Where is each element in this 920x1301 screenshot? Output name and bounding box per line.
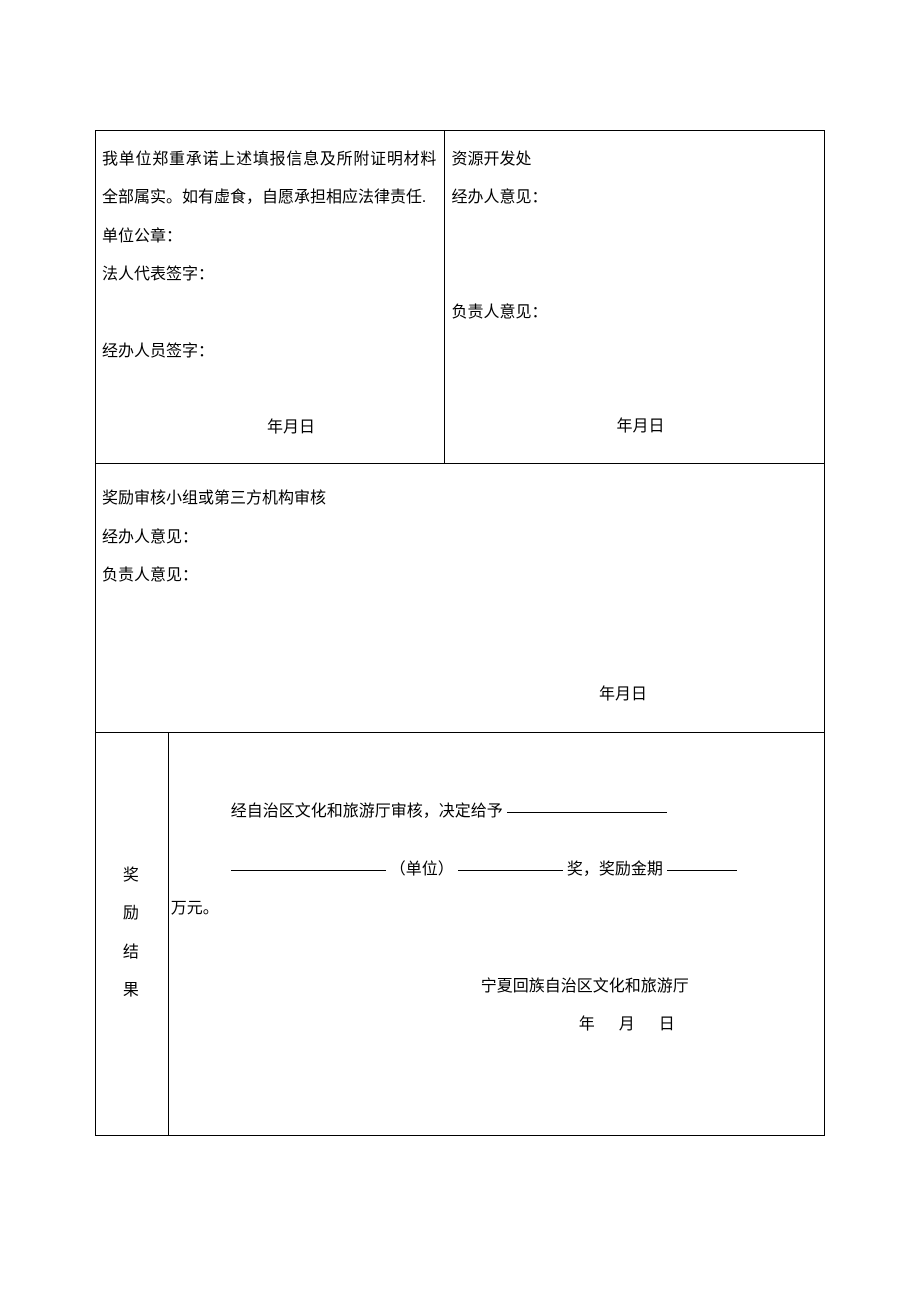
- row-declaration-and-dept: 我单位郑重承诺上述填报信息及所附证明材料全部属实。如有虚食，自愿承担相应法律责任…: [96, 131, 824, 464]
- dept-name: 资源开发处: [451, 141, 816, 179]
- award-label-line2: 结果: [116, 934, 148, 1011]
- legal-rep-sign-label: 法人代表签字：: [102, 256, 436, 294]
- unit-seal-label: 单位公章：: [102, 218, 436, 256]
- award-label-line1: 奖励: [116, 857, 148, 934]
- blank-award-name[interactable]: [458, 870, 563, 871]
- issuing-org: 宁夏回族自治区文化和旅游厅: [169, 968, 824, 1006]
- award-result-label-cell: 奖励 结果: [96, 733, 169, 1135]
- award-suffix: 奖，奖励金期: [567, 861, 663, 878]
- date-left: 年月日: [102, 409, 436, 447]
- wan-yuan: 万元。: [169, 890, 824, 928]
- audit-date: 年月日: [102, 676, 816, 714]
- dept-handler-opinion-label: 经办人意见：: [451, 179, 816, 217]
- date-right: 年月日: [451, 408, 816, 446]
- row-audit-group: 奖励审核小组或第三方机构审核 经办人意见： 负责人意见： 年月日: [96, 464, 824, 733]
- unit-label: （单位）: [390, 861, 454, 878]
- dept-leader-opinion-label: 负责人意见：: [451, 294, 816, 332]
- decision-line2: （单位） 奖，奖励金期: [169, 851, 824, 889]
- declaration-text: 我单位郑重承诺上述填报信息及所附证明材料全部属实。如有虚食，自愿承担相应法律责任…: [102, 141, 436, 218]
- audit-group-title: 奖励审核小组或第三方机构审核: [102, 480, 816, 518]
- award-date: 年 月 日: [169, 1006, 824, 1044]
- audit-handler-opinion-label: 经办人意见：: [102, 519, 816, 557]
- audit-leader-opinion-label: 负责人意见：: [102, 557, 816, 595]
- form-table: 我单位郑重承诺上述填报信息及所附证明材料全部属实。如有虚食，自愿承担相应法律责任…: [95, 130, 825, 1136]
- row-award-result: 奖励 结果 经自治区文化和旅游厅审核，决定给予 （单位） 奖，奖励金期 万元。 …: [96, 733, 824, 1135]
- dept-cell: 资源开发处 经办人意见： 负责人意见： 年月日: [445, 131, 824, 463]
- decision-line1: 经自治区文化和旅游厅审核，决定给予: [169, 793, 824, 831]
- declaration-cell: 我单位郑重承诺上述填报信息及所附证明材料全部属实。如有虚食，自愿承担相应法律责任…: [96, 131, 445, 463]
- decision-prefix: 经自治区文化和旅游厅审核，决定给予: [231, 803, 503, 820]
- blank-amount[interactable]: [667, 870, 737, 871]
- handler-sign-label: 经办人员签字：: [102, 333, 436, 371]
- award-result-content: 经自治区文化和旅游厅审核，决定给予 （单位） 奖，奖励金期 万元。 宁夏回族自治…: [169, 733, 824, 1135]
- blank-unit-name[interactable]: [231, 870, 386, 871]
- blank-grantee[interactable]: [507, 812, 667, 813]
